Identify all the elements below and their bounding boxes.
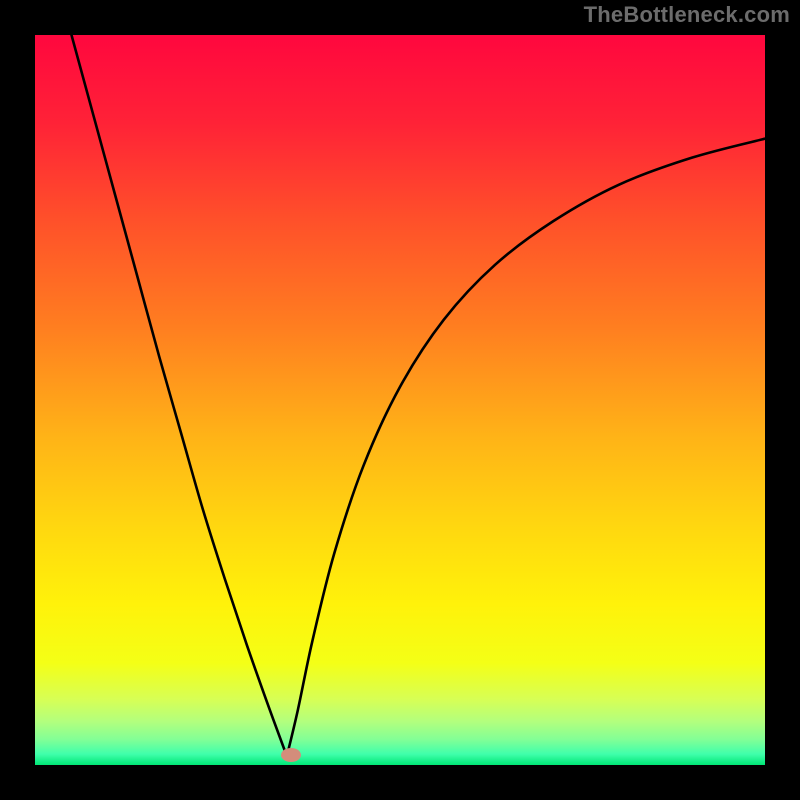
curve-segment bbox=[287, 139, 765, 757]
bottleneck-curve bbox=[35, 35, 765, 765]
watermark-text: TheBottleneck.com bbox=[584, 2, 790, 28]
curve-segment bbox=[72, 35, 287, 756]
optimum-marker bbox=[281, 748, 301, 762]
plot-area bbox=[35, 35, 765, 765]
chart-frame: TheBottleneck.com bbox=[0, 0, 800, 800]
